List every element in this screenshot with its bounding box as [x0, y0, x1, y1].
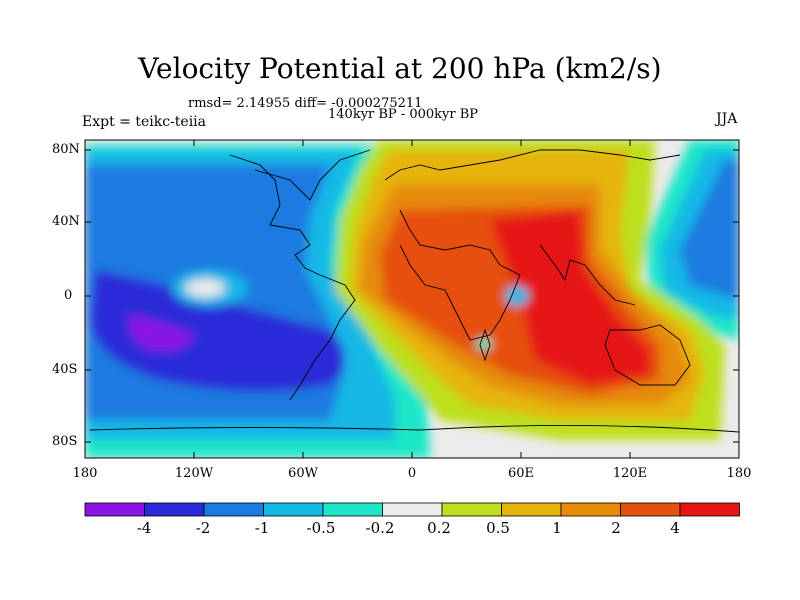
colorbar: [84, 502, 740, 517]
colorbar-swatch: [501, 502, 562, 517]
period-label: 140kyr BP - 000kyr BP: [328, 107, 479, 122]
lon-label-60e: 60E: [507, 466, 535, 481]
colorbar-swatch: [322, 502, 383, 517]
colorbar-label: 4: [670, 519, 680, 537]
colorbar-swatch: [84, 502, 145, 517]
lon-label-120e: 120E: [612, 466, 648, 481]
colorbar-swatch: [441, 502, 502, 517]
colorbar-swatch: [560, 502, 621, 517]
season-label: JJA: [716, 111, 738, 127]
map-field: [85, 140, 739, 458]
axis-ticks: [85, 140, 739, 458]
lon-label-60w: 60W: [288, 466, 318, 481]
lat-label-80n: 80N: [52, 142, 80, 157]
lat-label-40n: 40N: [52, 214, 80, 229]
lon-label-120w: 120W: [174, 466, 214, 481]
colorbar-swatch: [679, 502, 740, 517]
contour-region: [185, 279, 225, 297]
colorbar-label: 0.5: [486, 519, 510, 537]
colorbar-swatch: [203, 502, 264, 517]
contour-region: [476, 338, 492, 350]
colorbar-swatch: [263, 502, 324, 517]
colorbar-swatch: [144, 502, 205, 517]
contour-region: [90, 270, 345, 392]
coastlines: [89, 149, 739, 433]
colorbar-label: -2: [195, 519, 211, 537]
lat-label-40s: 40S: [52, 362, 78, 377]
map-title: Velocity Potential at 200 hPa (km2/s): [138, 52, 662, 85]
lon-label-180w: 180: [72, 466, 98, 481]
colorbar-label: 0.2: [427, 519, 451, 537]
contour-region: [490, 210, 650, 385]
contour-region: [129, 315, 195, 351]
lon-label-180e: 180: [726, 466, 752, 481]
colorbar-label: -4: [136, 519, 152, 537]
experiment-label: Expt = teikc-teiia: [82, 114, 206, 130]
lat-label-80s: 80S: [52, 434, 78, 449]
lon-label-0: 0: [407, 466, 417, 481]
colorbar-swatch: [620, 502, 681, 517]
contour-region: [680, 160, 739, 300]
lat-label-0: 0: [64, 288, 73, 303]
rmsd-diff-stats: rmsd= 2.14955 diff= -0.000275211: [188, 96, 423, 111]
colorbar-label: -1: [254, 519, 270, 537]
colorbar-swatch: [382, 502, 443, 517]
colorbar-label: 1: [552, 519, 562, 537]
colorbar-label: -0.5: [306, 519, 336, 537]
colorbar-label: -0.2: [365, 519, 395, 537]
contour-region: [505, 286, 529, 306]
colorbar-label: 2: [611, 519, 621, 537]
